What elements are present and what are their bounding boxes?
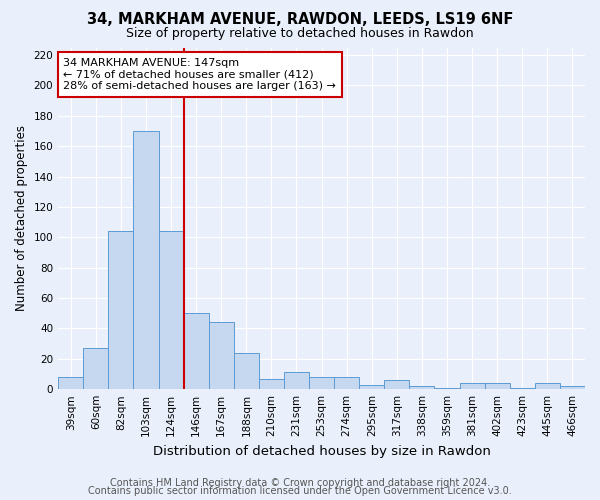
Bar <box>334 377 359 389</box>
Bar <box>83 348 109 389</box>
Text: 34, MARKHAM AVENUE, RAWDON, LEEDS, LS19 6NF: 34, MARKHAM AVENUE, RAWDON, LEEDS, LS19 … <box>87 12 513 28</box>
X-axis label: Distribution of detached houses by size in Rawdon: Distribution of detached houses by size … <box>152 444 491 458</box>
Bar <box>133 131 158 389</box>
Bar <box>234 352 259 389</box>
Bar <box>535 383 560 389</box>
Bar <box>184 314 209 389</box>
Text: Contains HM Land Registry data © Crown copyright and database right 2024.: Contains HM Land Registry data © Crown c… <box>110 478 490 488</box>
Bar <box>434 388 460 389</box>
Bar <box>385 380 409 389</box>
Bar <box>284 372 309 389</box>
Bar <box>309 377 334 389</box>
Text: 34 MARKHAM AVENUE: 147sqm
← 71% of detached houses are smaller (412)
28% of semi: 34 MARKHAM AVENUE: 147sqm ← 71% of detac… <box>64 58 337 91</box>
Bar <box>109 231 133 389</box>
Text: Contains public sector information licensed under the Open Government Licence v3: Contains public sector information licen… <box>88 486 512 496</box>
Bar <box>485 383 510 389</box>
Bar <box>359 384 385 389</box>
Bar <box>460 383 485 389</box>
Y-axis label: Number of detached properties: Number of detached properties <box>15 126 28 312</box>
Bar <box>560 386 585 389</box>
Bar <box>58 377 83 389</box>
Bar <box>409 386 434 389</box>
Bar <box>259 378 284 389</box>
Bar <box>158 231 184 389</box>
Text: Size of property relative to detached houses in Rawdon: Size of property relative to detached ho… <box>126 28 474 40</box>
Bar <box>209 322 234 389</box>
Bar <box>510 388 535 389</box>
